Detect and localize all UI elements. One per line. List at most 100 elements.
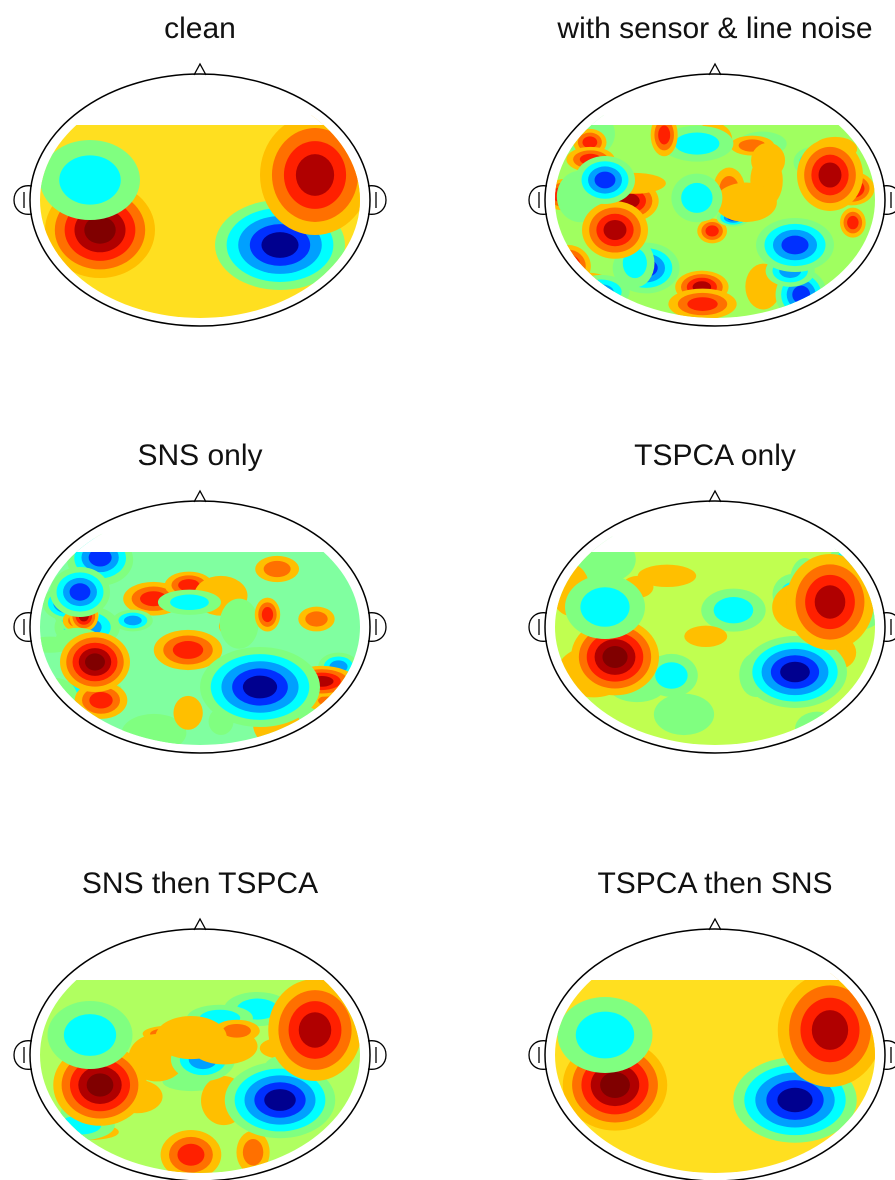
map-contour (40, 720, 79, 745)
map-contour (653, 693, 715, 736)
map-contour (751, 142, 786, 178)
head-outline (29, 73, 371, 327)
panel-title: TSPCA then SNS (597, 867, 832, 900)
map-contour (170, 594, 209, 610)
map-contour (792, 285, 811, 304)
left-ear (528, 612, 548, 642)
map-contour (714, 182, 777, 223)
map-contour (582, 136, 598, 149)
map-contour (780, 661, 810, 683)
head-outline (544, 500, 886, 754)
map-contour (555, 254, 581, 279)
map-contour (705, 225, 719, 237)
topo-panel: TSPCA only (528, 439, 895, 754)
scalp-map (555, 509, 875, 745)
topo-panel: TSPCA then SNS (528, 867, 895, 1180)
map-contour (173, 695, 203, 730)
map-contour (40, 726, 67, 741)
map-contour (242, 675, 278, 699)
map-contour (559, 258, 576, 274)
head-outline (544, 73, 886, 327)
scalp-map (40, 82, 360, 318)
map-contour (602, 646, 628, 668)
map-top-cut (555, 509, 875, 552)
map-contour (687, 297, 718, 311)
left-ear (528, 185, 548, 215)
right-ear (882, 1040, 895, 1070)
head-outline (544, 928, 886, 1180)
map-contour (263, 560, 291, 578)
map-contour (222, 1023, 251, 1038)
topo-panel: SNS only (13, 439, 387, 754)
map-top-cut (40, 82, 360, 125)
nose (708, 489, 722, 503)
right-ear (367, 612, 387, 642)
map-contour (295, 154, 335, 196)
map-contour (86, 1073, 114, 1097)
map-contour (658, 125, 671, 145)
nose (708, 917, 722, 931)
map-contour (89, 691, 113, 709)
map-contour (781, 235, 809, 255)
panel-title: SNS then TSPCA (82, 867, 318, 900)
map-top-cut (40, 937, 360, 980)
topo-panel: SNS then TSPCA (13, 867, 387, 1180)
map-contour (172, 641, 204, 659)
map-contour (298, 1012, 332, 1048)
map-contour (242, 1139, 264, 1166)
map-contour (674, 132, 720, 155)
right-ear (367, 1040, 387, 1070)
map-contour (637, 564, 697, 588)
map-contour (264, 1089, 296, 1111)
map-contour (811, 1010, 849, 1050)
map-contour (178, 579, 200, 592)
map-contour (684, 625, 728, 648)
map-contour (155, 1015, 227, 1060)
panel-title: TSPCA only (634, 439, 796, 472)
panel-title: with sensor & line noise (556, 12, 872, 45)
topo-panel: with sensor & line noise (528, 12, 895, 327)
map-contour (261, 607, 274, 623)
map-contour (681, 182, 713, 213)
map-contour (600, 1071, 630, 1099)
left-ear (13, 1040, 33, 1070)
right-ear (367, 185, 387, 215)
right-ear (882, 185, 895, 215)
map-contour (573, 279, 604, 297)
map-contour (88, 548, 112, 567)
nose (193, 62, 207, 76)
map-contour (575, 1011, 635, 1059)
map-contour (777, 1087, 813, 1113)
map-top-cut (40, 509, 360, 552)
map-contour (580, 587, 630, 627)
map-contour (85, 653, 105, 671)
nose (193, 917, 207, 931)
head-outline (29, 500, 371, 754)
map-contour (219, 598, 259, 649)
map-top-cut (555, 82, 875, 125)
map-contour (814, 585, 846, 619)
map-contour (40, 677, 78, 720)
map-contour (177, 1143, 205, 1166)
topo-panel: clean (13, 12, 387, 327)
map-contour (63, 1014, 117, 1056)
map-contour (41, 728, 61, 738)
left-ear (528, 1040, 548, 1070)
map-contour (69, 583, 91, 601)
map-contour (40, 723, 73, 743)
scalp-map (555, 937, 875, 1173)
panel-title: clean (164, 12, 236, 45)
map-contour (603, 219, 627, 241)
map-top-cut (555, 937, 875, 980)
head-outline (29, 928, 371, 1180)
map-contour (123, 615, 142, 626)
map-contour (847, 215, 859, 230)
map-contour (305, 611, 328, 627)
left-ear (13, 612, 33, 642)
right-ear (882, 612, 895, 642)
left-ear (13, 185, 33, 215)
map-contour (655, 662, 688, 689)
map-contour (594, 171, 616, 189)
map-contour (818, 162, 842, 188)
